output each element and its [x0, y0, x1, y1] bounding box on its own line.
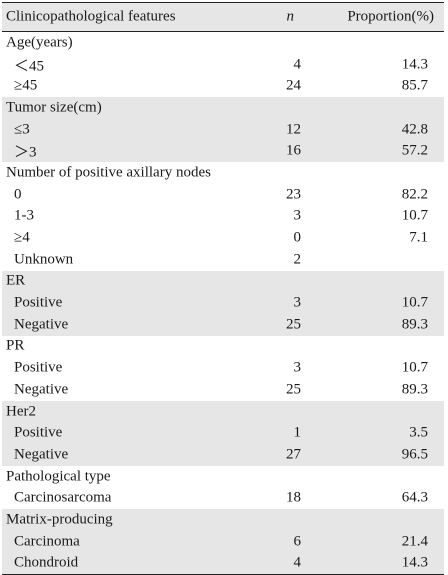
row-proportion: 96.5 [401, 446, 428, 463]
table-row: 0 23 82.2 [2, 184, 444, 206]
row-proportion: 10.7 [401, 359, 428, 376]
row-label: ＜45 [14, 58, 45, 75]
header-n: n [286, 8, 295, 25]
section-row: ER [2, 270, 444, 293]
section-label: Matrix-producing [6, 511, 113, 528]
section-row: Her2 [2, 400, 444, 423]
section-row: Number of positive axillary nodes [2, 162, 444, 184]
row-proportion: 57.2 [401, 142, 428, 159]
table-row: ≥4 0 7.1 [2, 227, 444, 249]
table-row: ≥45 24 85.7 [2, 75, 444, 97]
row-proportion: 42.8 [401, 121, 428, 138]
row-n: 6 [293, 533, 302, 550]
section-label: Pathological type [6, 468, 111, 485]
row-proportion: 89.3 [401, 381, 428, 398]
row-label: Unknown [14, 251, 74, 268]
row-proportion: 64.3 [401, 489, 428, 506]
table-row: Positive 1 3.5 [2, 422, 444, 445]
row-proportion: 89.3 [401, 316, 428, 333]
table-row: ＜45 4 14.3 [2, 54, 444, 76]
row-proportion: 14.3 [401, 554, 428, 571]
row-n: 3 [293, 294, 302, 311]
table-row: Positive 3 10.7 [2, 357, 444, 379]
row-proportion: 21.4 [401, 533, 428, 550]
section-label: Number of positive axillary nodes [6, 164, 211, 181]
row-label: ≤3 [14, 121, 30, 138]
row-proportion: 10.7 [401, 207, 428, 224]
section-label: PR [6, 337, 25, 354]
section-row: Tumor size(cm) [2, 97, 444, 119]
row-n: 1 [293, 424, 302, 441]
row-proportion: 85.7 [401, 77, 428, 94]
row-proportion: 3.5 [409, 424, 428, 441]
row-n: 3 [293, 359, 302, 376]
row-n: 4 [293, 56, 302, 73]
header-proportion: Proportion(%) [347, 8, 434, 25]
section-label: ER [6, 272, 26, 289]
row-n: 25 [286, 381, 301, 398]
row-n: 27 [286, 446, 301, 463]
row-n: 12 [286, 121, 301, 138]
table-row: Unknown 2 [2, 249, 444, 271]
table-row: Positive 3 10.7 [2, 292, 444, 314]
row-label: ≥45 [14, 77, 38, 94]
table-row: Negative 25 89.3 [2, 313, 444, 336]
row-label: Positive [14, 294, 63, 311]
row-label: Chondroid [14, 554, 79, 571]
row-label: Carcinoma [14, 533, 80, 550]
row-label: Negative [14, 316, 69, 333]
table-body: Age(years) ＜45 4 14.3 ≥45 24 85.7 Tumor size(cm… [2, 32, 444, 575]
table-row: Carcinoma 6 21.4 [2, 530, 444, 553]
section-label: Tumor size(cm) [6, 99, 102, 116]
row-n: 23 [286, 186, 301, 203]
row-proportion: 82.2 [401, 186, 428, 203]
header-feature: Clinicopathological features [6, 8, 176, 25]
row-n: 18 [286, 489, 301, 506]
section-row: PR [2, 336, 444, 358]
row-proportion: 14.3 [401, 56, 428, 73]
row-n: 25 [286, 316, 301, 333]
row-n: 2 [293, 251, 302, 268]
row-label: Negative [14, 446, 69, 463]
table-row: Carcinosarcoma 18 64.3 [2, 487, 444, 509]
row-n: 4 [293, 554, 302, 571]
section-label: Her2 [6, 403, 36, 420]
row-label: ＞3 [14, 144, 37, 161]
row-proportion: 10.7 [401, 294, 428, 311]
row-n: 16 [286, 142, 301, 159]
row-label: Positive [14, 359, 63, 376]
row-label: Carcinosarcoma [14, 489, 112, 506]
section-row: Matrix-producing [2, 509, 444, 531]
row-label: Positive [14, 424, 63, 441]
table-row: Chondroid 4 14.3 [2, 552, 444, 575]
table-row: ＞3 16 57.2 [2, 140, 444, 163]
row-n: 3 [293, 207, 302, 224]
row-n: 0 [293, 229, 302, 246]
table-row: Negative 25 89.3 [2, 379, 444, 401]
table-row: 1-3 3 10.7 [2, 206, 444, 228]
row-label: 1-3 [14, 207, 34, 224]
table-row: Negative 27 96.5 [2, 444, 444, 466]
section-row: Pathological type [2, 466, 444, 488]
row-proportion: 7.1 [409, 229, 428, 246]
table-header: Clinicopathological features n Proportio… [2, 2, 444, 32]
row-n: 24 [286, 77, 301, 94]
row-label: Negative [14, 381, 69, 398]
row-label: 0 [14, 186, 22, 203]
row-label: ≥4 [14, 229, 30, 246]
section-label: Age(years) [6, 34, 73, 51]
table-row: ≤3 12 42.8 [2, 118, 444, 141]
section-row: Age(years) [2, 32, 444, 54]
